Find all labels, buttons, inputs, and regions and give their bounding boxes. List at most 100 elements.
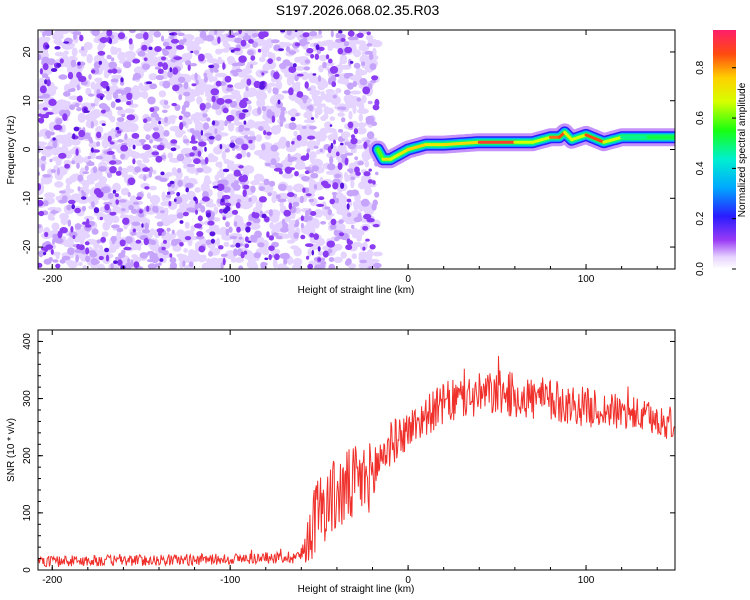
noise-speckle — [233, 121, 243, 126]
noise-speckle — [222, 216, 226, 221]
noise-speckle — [49, 158, 53, 163]
noise-speckle — [292, 258, 303, 266]
noise-speckle — [267, 85, 272, 94]
noise-speckle — [165, 194, 171, 198]
noise-speckle — [211, 95, 216, 103]
noise-speckle — [56, 62, 62, 68]
noise-speckle — [153, 31, 162, 38]
noise-speckle — [176, 229, 186, 238]
noise-speckle — [215, 72, 227, 78]
colorbar-tick-label: 0.0 — [695, 262, 706, 276]
noise-speckle — [340, 37, 346, 42]
noise-speckle — [326, 240, 335, 248]
noise-speckle — [261, 72, 265, 76]
noise-speckle — [279, 62, 287, 70]
noise-speckle — [224, 75, 232, 83]
noise-speckle — [194, 187, 201, 193]
noise-speckle — [295, 113, 300, 117]
noise-speckle — [143, 118, 148, 123]
noise-speckle — [98, 166, 107, 172]
noise-speckle — [336, 209, 344, 215]
noise-speckle — [257, 242, 265, 248]
noise-speckle — [106, 54, 112, 60]
noise-speckle — [111, 224, 120, 229]
noise-speckle — [234, 216, 244, 225]
noise-speckle — [145, 134, 151, 141]
noise-speckle — [338, 232, 345, 237]
noise-speckle — [307, 135, 316, 140]
noise-speckle — [320, 103, 326, 108]
noise-speckle — [179, 122, 184, 130]
noise-speckle — [76, 107, 82, 112]
noise-speckle — [204, 175, 211, 184]
noise-speckle — [296, 91, 304, 98]
noise-speckle — [149, 139, 153, 144]
snr-x-label: Height of straight line (km) — [298, 584, 415, 595]
noise-speckle — [109, 141, 115, 145]
noise-speckle — [288, 122, 297, 130]
noise-speckle — [141, 44, 148, 51]
noise-speckle — [120, 265, 126, 269]
noise-speckle — [76, 229, 83, 234]
ridge-segment — [388, 152, 401, 161]
noise-speckle — [245, 226, 251, 233]
noise-speckle — [369, 63, 377, 71]
noise-speckle — [58, 199, 68, 204]
noise-speckle — [263, 178, 270, 186]
noise-speckle — [65, 183, 71, 194]
noise-speckle — [248, 139, 253, 144]
noise-speckle — [184, 182, 194, 189]
noise-speckle — [314, 53, 319, 60]
noise-speckle — [51, 222, 60, 231]
noise-speckle — [115, 106, 123, 111]
noise-speckle — [347, 121, 354, 129]
noise-speckle — [93, 84, 98, 92]
noise-speckle — [333, 256, 343, 263]
noise-speckle — [148, 46, 153, 51]
noise-speckle — [159, 177, 168, 182]
noise-speckle — [306, 148, 311, 154]
noise-speckle — [52, 209, 56, 215]
noise-speckle — [340, 251, 347, 259]
noise-speckle — [182, 260, 186, 267]
noise-speckle — [116, 227, 124, 233]
noise-speckle — [273, 167, 283, 172]
noise-speckle — [93, 207, 100, 214]
noise-speckle — [287, 109, 297, 116]
noise-speckle — [311, 91, 318, 101]
noise-speckle — [219, 208, 224, 214]
noise-speckle — [302, 36, 308, 44]
noise-speckle — [203, 72, 207, 78]
noise-speckle — [223, 241, 230, 247]
noise-speckle — [61, 255, 71, 261]
noise-speckle — [125, 236, 133, 244]
noise-speckle — [281, 90, 290, 94]
noise-speckle — [348, 110, 353, 120]
noise-speckle — [238, 112, 246, 117]
noise-speckle — [42, 63, 49, 71]
noise-speckle — [76, 95, 83, 102]
noise-speckle — [198, 141, 207, 147]
noise-speckle — [351, 224, 355, 229]
noise-speckle — [143, 122, 153, 132]
noise-speckle — [100, 95, 103, 100]
noise-speckle — [367, 265, 374, 269]
x-tick-label: 0 — [405, 575, 411, 586]
noise-speckle — [77, 174, 84, 182]
noise-speckle — [362, 225, 369, 231]
noise-speckle — [121, 124, 133, 133]
noise-speckle — [40, 114, 49, 119]
noise-speckle — [39, 53, 50, 58]
noise-speckle — [238, 30, 242, 35]
noise-speckle — [98, 179, 106, 187]
noise-speckle — [104, 204, 110, 211]
noise-speckle — [270, 144, 279, 152]
noise-speckle — [233, 180, 240, 185]
noise-speckle — [219, 143, 223, 150]
noise-speckle — [247, 61, 258, 66]
noise-speckle — [172, 84, 180, 92]
noise-speckle — [247, 104, 252, 112]
noise-speckle — [189, 152, 195, 157]
noise-speckle — [238, 165, 244, 169]
noise-speckle — [43, 200, 49, 207]
